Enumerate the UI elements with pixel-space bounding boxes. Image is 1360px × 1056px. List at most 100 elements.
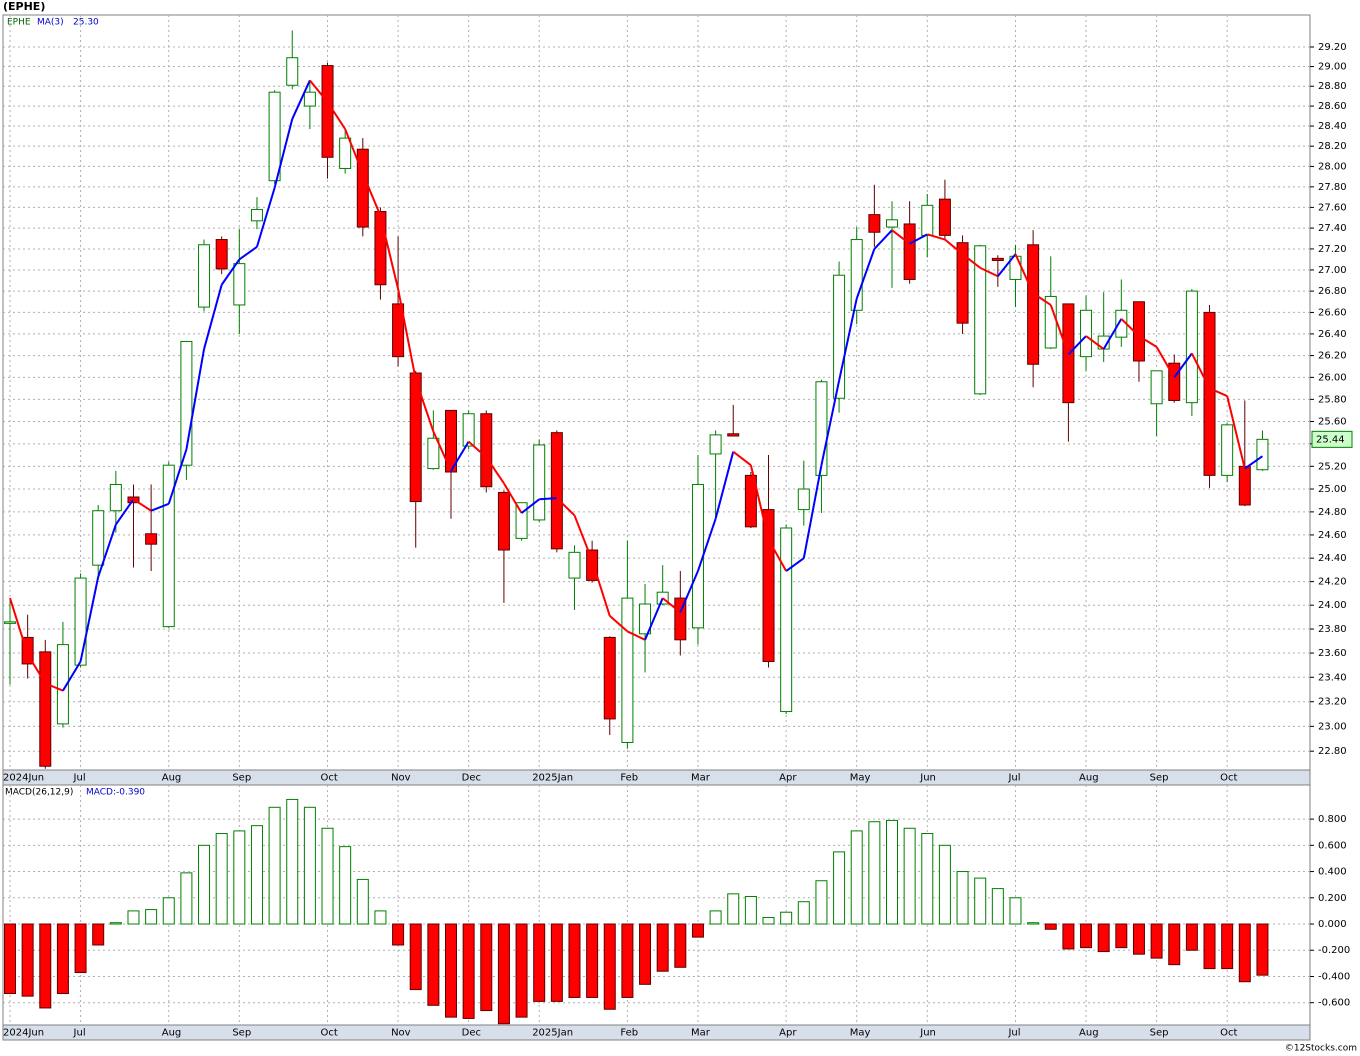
candle-body — [762, 509, 775, 663]
ma-line — [379, 215, 400, 290]
candle-body — [568, 551, 581, 579]
macd-bar — [780, 911, 793, 925]
ma-line — [397, 288, 417, 380]
ma-line — [732, 450, 752, 466]
y-tick-label: 0.000 — [1318, 919, 1347, 930]
macd-bar — [497, 923, 510, 1025]
ma-line — [944, 238, 964, 255]
macd-bar — [727, 893, 740, 925]
candle-body — [1027, 244, 1040, 365]
macd-bar — [303, 806, 316, 925]
macd-bar — [550, 923, 563, 1002]
macd-bar — [833, 851, 846, 925]
x-tick-label: Oct — [321, 773, 338, 784]
candle-body — [145, 533, 158, 545]
ma-line — [97, 524, 117, 578]
ma-line — [997, 253, 1017, 277]
macd-bar — [250, 825, 263, 925]
macd-bar — [145, 909, 158, 925]
ma-line — [749, 464, 770, 540]
y-tick-label: 27.00 — [1318, 265, 1347, 276]
symbol-label: EPHE — [7, 18, 31, 28]
candle-body — [374, 211, 387, 286]
y-tick-label: 22.80 — [1318, 746, 1347, 757]
y-tick-label: 26.00 — [1318, 372, 1347, 383]
ma-line — [1173, 352, 1193, 378]
y-tick-label: 25.60 — [1318, 417, 1347, 428]
ma-line — [1138, 335, 1158, 348]
macd-bar — [1080, 923, 1093, 949]
candle-body — [1203, 311, 1216, 476]
ma-line — [203, 284, 223, 350]
candle-body — [1238, 465, 1251, 506]
candle-body — [445, 409, 457, 473]
y-tick-label: 0.800 — [1318, 814, 1347, 825]
macd-bar — [392, 923, 405, 946]
candle-body — [956, 242, 969, 324]
macd-bar — [356, 878, 369, 925]
candle-body — [603, 636, 616, 720]
ma-line — [855, 248, 876, 299]
y-tick-label: -0.400 — [1318, 971, 1350, 982]
macd-bar — [1115, 923, 1128, 949]
candle-body — [462, 413, 475, 447]
x-tick-label: Jul — [1007, 1028, 1020, 1039]
y-tick-label: 23.00 — [1318, 721, 1347, 732]
candle-body — [833, 274, 846, 399]
candle-body — [868, 214, 881, 233]
x-axis-strip — [2, 769, 1311, 786]
macd-bar — [568, 923, 581, 998]
x-tick-label: Jun — [919, 773, 936, 784]
candle-body — [744, 474, 757, 528]
y-tick-label: 0.600 — [1318, 840, 1347, 851]
candle-body — [797, 488, 810, 511]
x-tick-label: 2025Jan — [532, 773, 573, 784]
y-tick-label: 28.80 — [1318, 81, 1347, 92]
ma-line — [820, 380, 841, 466]
macd-bar — [691, 923, 704, 938]
macd-bar — [621, 923, 634, 998]
ma-line — [185, 348, 206, 450]
macd-bar — [674, 923, 687, 968]
x-tick-label: Feb — [620, 773, 638, 784]
ma-line — [344, 128, 364, 174]
ma-line — [1067, 335, 1087, 356]
ma-line — [450, 441, 470, 472]
y-tick-label: 23.40 — [1318, 672, 1347, 683]
ma-line — [26, 653, 47, 684]
candle-body — [356, 148, 369, 228]
candle-body — [1150, 370, 1163, 405]
ma-line — [309, 79, 329, 103]
x-tick-label: Nov — [391, 773, 411, 784]
ma-line — [1190, 352, 1211, 389]
macd-bar — [427, 923, 440, 1006]
candle-body — [409, 372, 422, 503]
candle-body — [286, 57, 299, 86]
copyright: ©12Stocks.com — [1285, 1044, 1357, 1054]
y-tick-label: 24.20 — [1318, 577, 1347, 588]
y-tick-label: 25.80 — [1318, 394, 1347, 405]
ma-line — [1209, 387, 1228, 397]
candle-body — [250, 208, 263, 222]
y-tick-label: 27.80 — [1318, 182, 1347, 193]
x-tick-label: Oct — [321, 1028, 338, 1039]
macd-bar — [1132, 923, 1145, 955]
ma-line — [150, 502, 170, 512]
ma-line — [909, 233, 928, 245]
macd-bar — [515, 923, 528, 1018]
x-tick-label: Jul — [73, 773, 86, 784]
y-tick-label: 24.60 — [1318, 530, 1347, 541]
ma-line — [662, 597, 681, 614]
macd-bar — [180, 872, 193, 925]
candle-body — [74, 577, 87, 666]
macd-bar — [445, 923, 457, 1018]
x-tick-label: Aug — [162, 1028, 182, 1039]
x-tick-label: Sep — [1150, 773, 1169, 784]
ma-line — [1120, 318, 1140, 337]
ma-line — [361, 173, 382, 217]
y-tick-label: 24.00 — [1318, 600, 1347, 611]
macd-bar — [991, 888, 1004, 925]
x-tick-label: Aug — [1079, 773, 1099, 784]
ma-line — [1049, 304, 1070, 355]
ma-line — [1226, 395, 1246, 469]
